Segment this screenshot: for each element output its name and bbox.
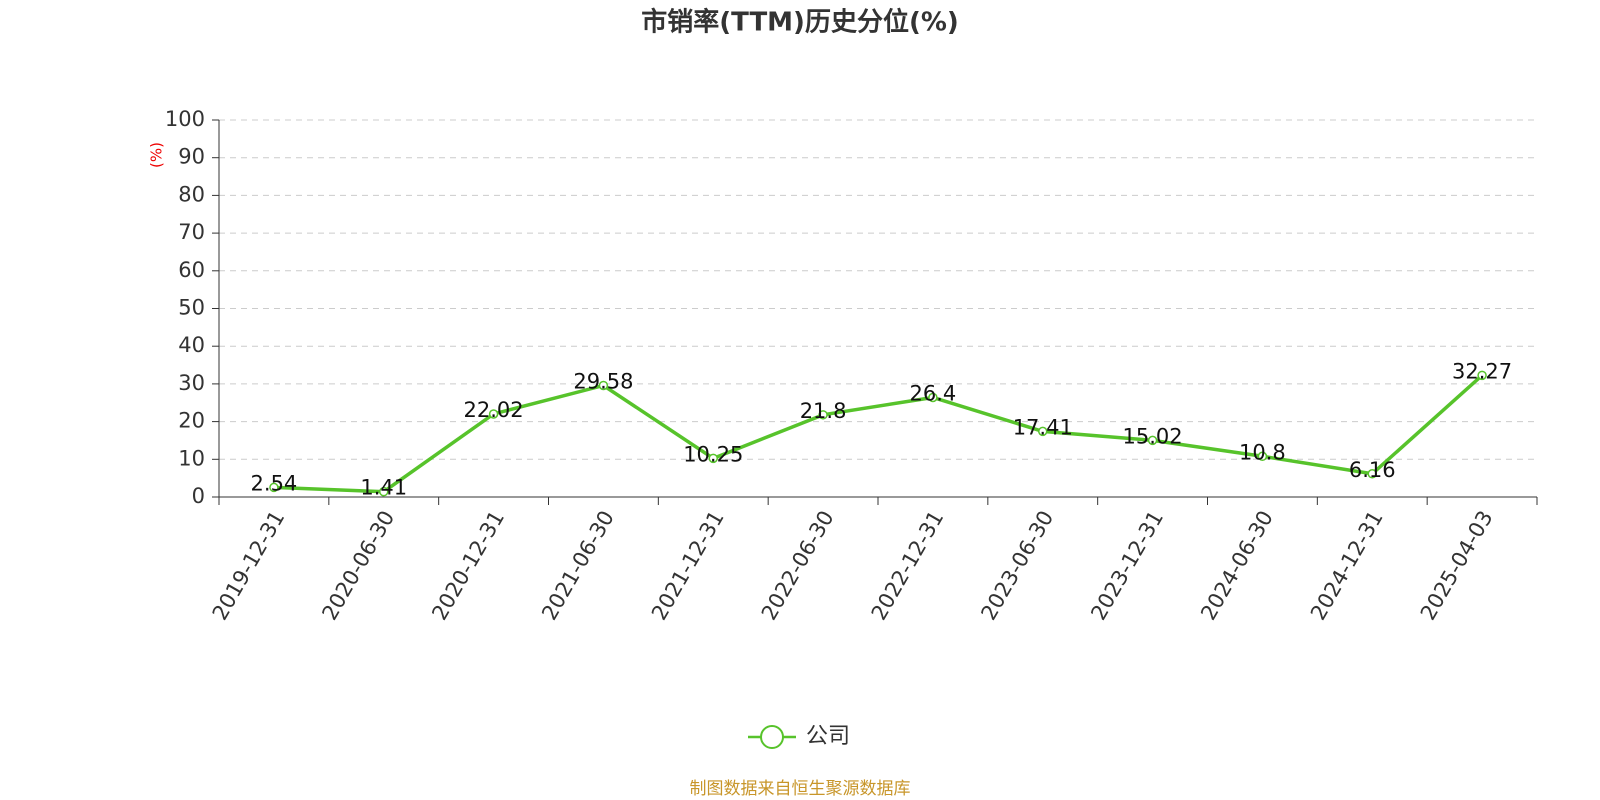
point [928, 392, 938, 403]
y-tick-label: 40 [178, 333, 205, 357]
data-label: 32.27 [1452, 359, 1512, 383]
data-label: 26.4 [910, 381, 957, 405]
y-tick-label: 70 [178, 220, 205, 244]
x-tick-label: 2021-12-31 [647, 507, 729, 625]
y-axis-label: (%) [148, 142, 166, 168]
point [1147, 435, 1158, 446]
data-label: 29.58 [573, 369, 633, 393]
point [708, 453, 718, 464]
x-tick-label: 2022-12-31 [867, 507, 949, 625]
x-tick-label: 2021-06-30 [537, 507, 619, 625]
legend-marker [760, 725, 784, 749]
data-label: 10.8 [1239, 440, 1286, 464]
point [1477, 370, 1487, 381]
x-tick-label: 2025-04-03 [1416, 507, 1498, 625]
y-tick-label: 0 [192, 484, 205, 508]
data-label: 22.02 [464, 398, 524, 422]
data-label: 15.02 [1123, 424, 1183, 448]
data-label: 10.25 [683, 442, 743, 466]
x-tick-label: 2020-12-31 [427, 507, 509, 625]
y-tick-label: 10 [178, 446, 205, 470]
source-note: 制图数据来自恒生聚源数据库 [690, 779, 911, 799]
data-label: 6.16 [1349, 458, 1396, 482]
data-label: 1.41 [360, 476, 407, 500]
point [1257, 451, 1268, 462]
x-tick-label: 2024-12-31 [1306, 507, 1388, 625]
x-tick-label: 2024-06-30 [1196, 507, 1278, 625]
point [818, 410, 828, 420]
x-tick-label: 2020-06-30 [317, 507, 399, 625]
point [269, 482, 279, 493]
y-tick-label: 50 [178, 296, 205, 320]
x-tick-label: 2019-12-31 [208, 507, 290, 625]
line [273, 374, 1484, 494]
y-tick-label: 30 [178, 371, 205, 395]
data-label: 17.41 [1013, 415, 1073, 439]
x-tick-label: 2022-06-30 [757, 507, 839, 625]
point [598, 380, 609, 391]
x-tick-label: 2023-12-31 [1086, 507, 1168, 625]
x-tick-label: 2023-06-30 [976, 507, 1058, 625]
chart-title: 市销率(TTM)历史分位(%) [641, 7, 959, 38]
y-tick-label: 60 [178, 258, 205, 282]
point [1367, 469, 1377, 479]
y-tick-label: 80 [178, 182, 205, 206]
data-label: 21.8 [800, 399, 847, 423]
y-tick-label: 100 [165, 107, 205, 131]
y-tick-label: 20 [178, 409, 205, 433]
point [1038, 426, 1048, 437]
y-tick-label: 90 [178, 145, 205, 169]
data-label: 2.54 [251, 471, 298, 495]
point [379, 486, 389, 497]
legend-label: 公司 [806, 724, 850, 749]
point [488, 409, 499, 419]
